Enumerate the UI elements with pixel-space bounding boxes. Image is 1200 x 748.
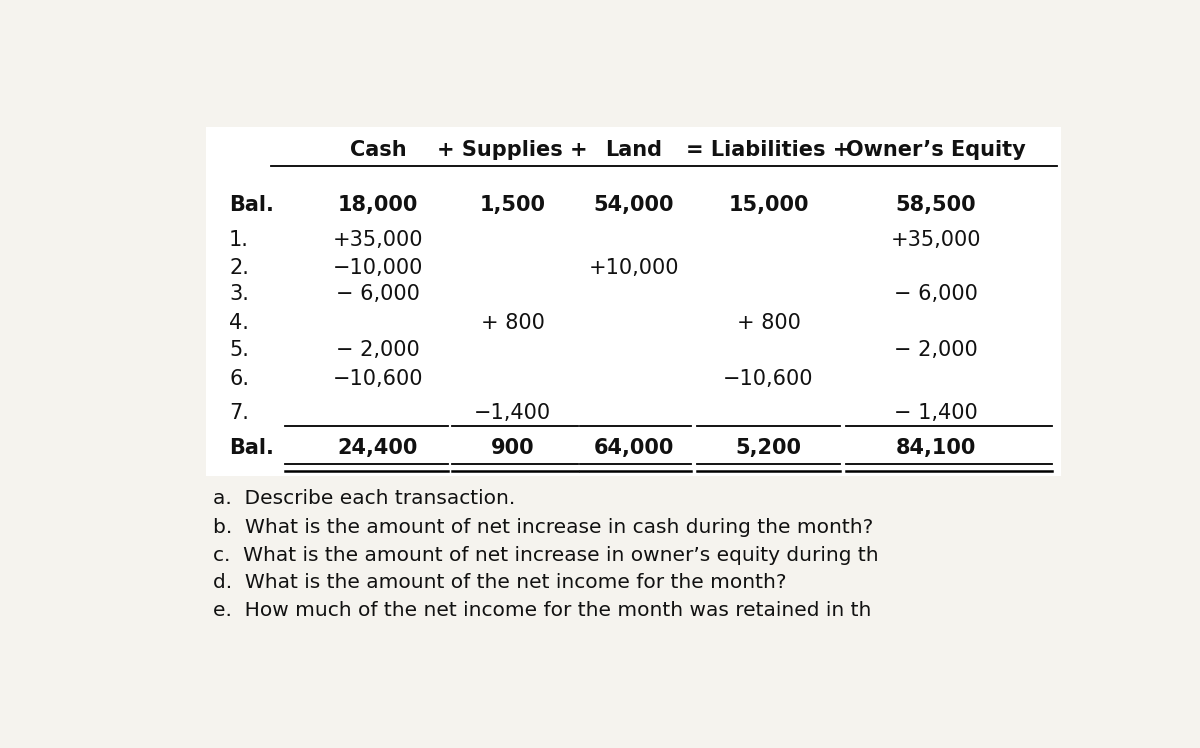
- Text: 4.: 4.: [229, 313, 248, 333]
- Text: − 2,000: − 2,000: [894, 340, 978, 360]
- Text: −10,600: −10,600: [332, 369, 424, 389]
- Text: Bal.: Bal.: [229, 195, 274, 215]
- Text: − 6,000: − 6,000: [894, 284, 978, 304]
- Text: 1.: 1.: [229, 230, 248, 250]
- Text: 5.: 5.: [229, 340, 248, 360]
- Text: 54,000: 54,000: [593, 195, 674, 215]
- Text: c.  What is the amount of net increase in owner’s equity during th: c. What is the amount of net increase in…: [214, 545, 878, 565]
- Text: 900: 900: [491, 438, 534, 458]
- Text: +10,000: +10,000: [588, 258, 679, 278]
- Text: 3.: 3.: [229, 284, 248, 304]
- Text: Cash: Cash: [349, 140, 406, 160]
- FancyBboxPatch shape: [206, 127, 1062, 476]
- Text: 7.: 7.: [229, 403, 248, 423]
- Text: Land: Land: [605, 140, 662, 160]
- Text: −1,400: −1,400: [474, 403, 551, 423]
- Text: 6.: 6.: [229, 369, 250, 389]
- Text: + 800: + 800: [481, 313, 545, 333]
- Text: −10,600: −10,600: [724, 369, 814, 389]
- Text: +35,000: +35,000: [890, 230, 982, 250]
- Text: Owner’s Equity: Owner’s Equity: [846, 140, 1026, 160]
- Text: d.  What is the amount of the net income for the month?: d. What is the amount of the net income …: [214, 573, 787, 592]
- Text: b.  What is the amount of net increase in cash during the month?: b. What is the amount of net increase in…: [214, 518, 874, 537]
- Text: 2.: 2.: [229, 258, 248, 278]
- Text: − 6,000: − 6,000: [336, 284, 420, 304]
- Text: 15,000: 15,000: [728, 195, 809, 215]
- Text: − 1,400: − 1,400: [894, 403, 978, 423]
- Text: 58,500: 58,500: [895, 195, 976, 215]
- Text: 24,400: 24,400: [337, 438, 418, 458]
- Text: a.  Describe each transaction.: a. Describe each transaction.: [214, 489, 516, 508]
- Text: + Supplies +: + Supplies +: [437, 140, 588, 160]
- Text: e.  How much of the net income for the month was retained in th: e. How much of the net income for the mo…: [214, 601, 871, 620]
- Text: −10,000: −10,000: [332, 258, 424, 278]
- Text: − 2,000: − 2,000: [336, 340, 420, 360]
- Text: + 800: + 800: [737, 313, 800, 333]
- Text: Bal.: Bal.: [229, 438, 274, 458]
- Text: = Liabilities +: = Liabilities +: [686, 140, 851, 160]
- Text: 64,000: 64,000: [594, 438, 673, 458]
- Text: +35,000: +35,000: [332, 230, 424, 250]
- Text: 18,000: 18,000: [337, 195, 418, 215]
- Text: 1,500: 1,500: [480, 195, 546, 215]
- Text: 5,200: 5,200: [736, 438, 802, 458]
- Text: 84,100: 84,100: [895, 438, 976, 458]
